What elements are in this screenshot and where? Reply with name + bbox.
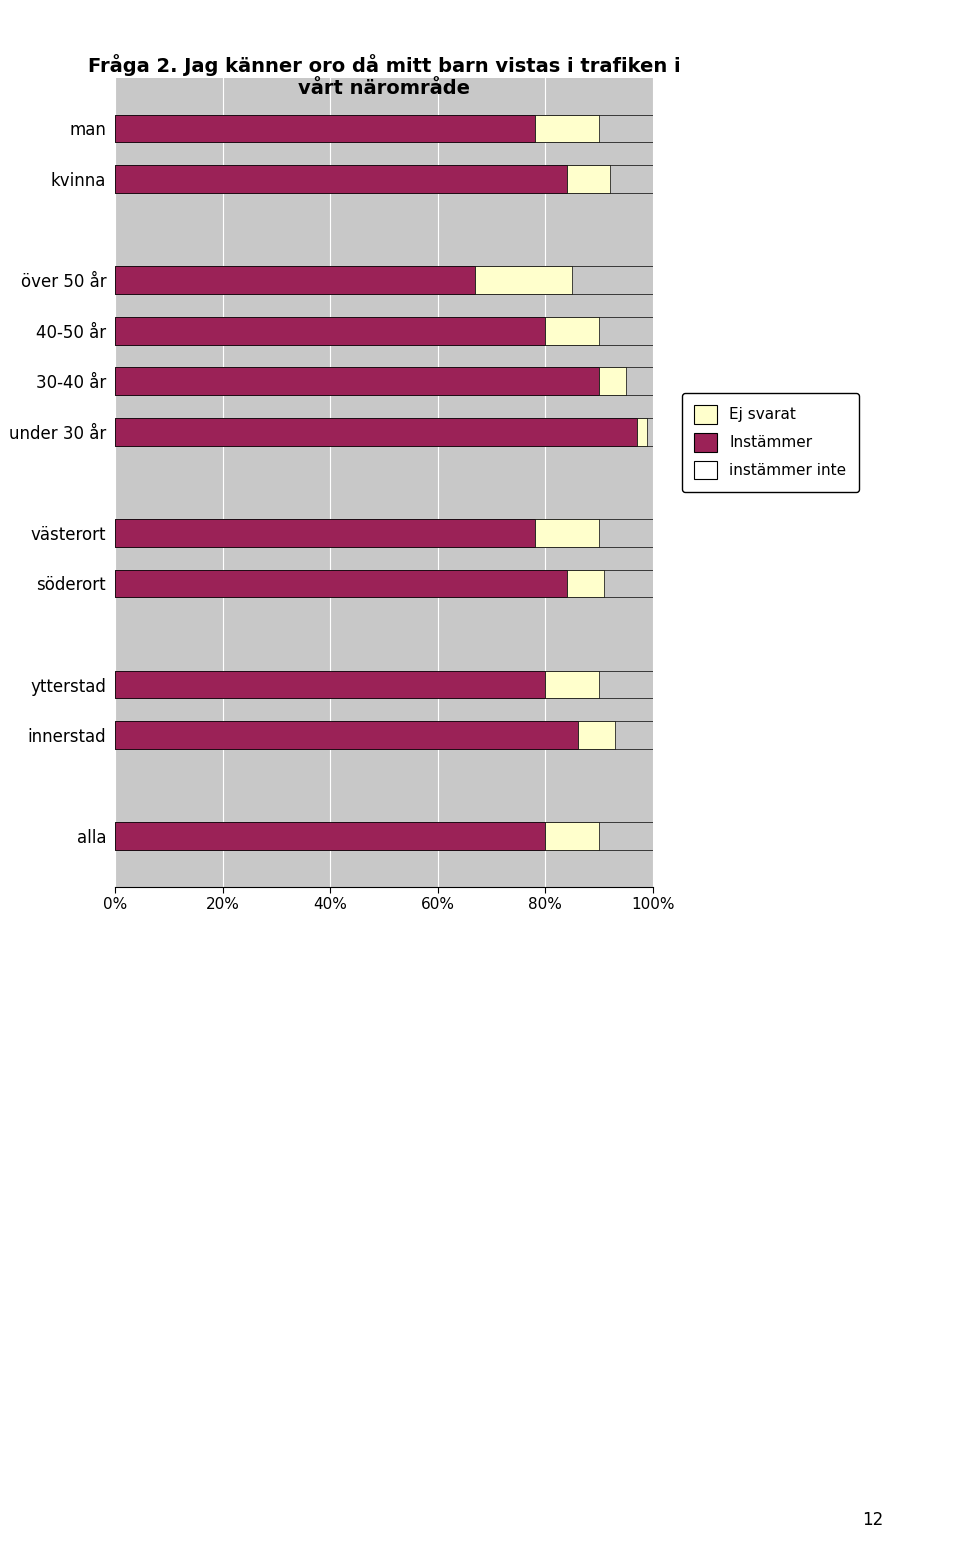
Bar [115, 671, 545, 699]
Bar [475, 266, 572, 294]
Bar [115, 722, 578, 748]
Bar [115, 165, 566, 193]
Bar [115, 367, 653, 395]
Bar [115, 569, 566, 598]
Bar [115, 115, 653, 143]
Bar [115, 671, 653, 699]
Bar [115, 165, 653, 193]
Bar [115, 367, 599, 395]
Bar [115, 115, 535, 143]
Bar [535, 520, 599, 546]
Bar [115, 722, 653, 748]
Bar [535, 115, 599, 143]
Bar [115, 419, 636, 445]
Text: Fråga 2. Jag känner oro då mitt barn vistas i trafiken i
vårt närområde: Fråga 2. Jag känner oro då mitt barn vis… [87, 54, 681, 98]
Bar [545, 317, 599, 344]
Bar [636, 419, 647, 445]
Bar [115, 520, 653, 546]
Bar [599, 367, 626, 395]
Bar [115, 569, 653, 598]
Bar [115, 419, 653, 445]
Bar [115, 317, 653, 344]
Bar [545, 671, 599, 699]
Bar [115, 266, 653, 294]
Legend: Ej svarat, Instämmer, instämmer inte: Ej svarat, Instämmer, instämmer inte [682, 394, 858, 492]
Bar [115, 317, 545, 344]
Bar [115, 520, 535, 546]
Bar [115, 822, 545, 850]
Bar [578, 722, 615, 748]
Bar [115, 822, 653, 850]
Bar [545, 822, 599, 850]
Text: 12: 12 [862, 1511, 883, 1530]
Bar [566, 569, 605, 598]
Bar [115, 266, 475, 294]
Bar [566, 165, 610, 193]
